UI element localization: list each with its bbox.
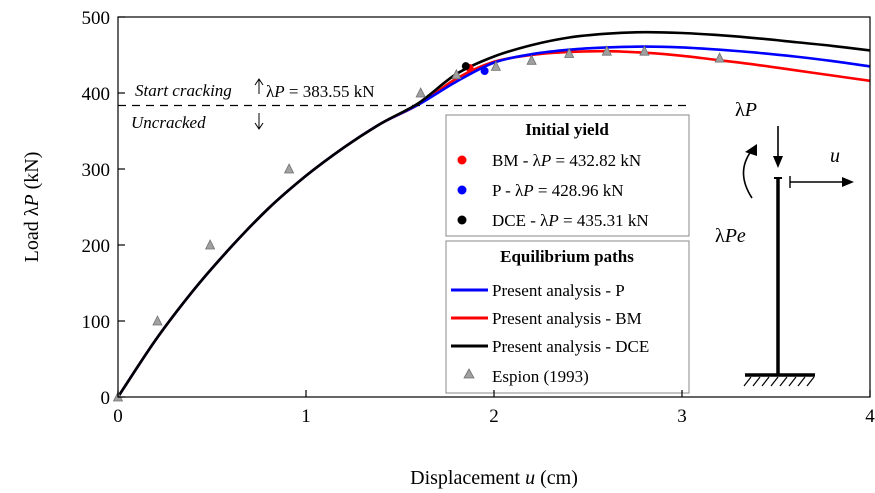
legend-yield-p-marker bbox=[457, 185, 467, 195]
legend-path-dce-label: Present analysis - DCE bbox=[492, 337, 649, 356]
experimental-point-4 bbox=[415, 87, 426, 98]
moment-arrow-icon bbox=[742, 149, 753, 199]
x-axis-title: Displacement u (cm) bbox=[410, 467, 578, 489]
legend-yield-dce-label: DCE - λP = 435.31 kN bbox=[492, 211, 649, 230]
experimental-point-3 bbox=[283, 163, 295, 174]
experimental-point-11 bbox=[714, 52, 725, 63]
y-tick-label-0: 0 bbox=[101, 388, 111, 409]
schematic-disp-label: u bbox=[830, 145, 840, 167]
legend-equilibrium-paths: Equilibrium paths Present analysis - P P… bbox=[445, 240, 690, 394]
y-tick-label-3: 300 bbox=[82, 160, 111, 181]
cracking-value-p: P bbox=[273, 82, 284, 101]
experimental-point-9 bbox=[601, 45, 612, 56]
legend-paths-title: Equilibrium paths bbox=[500, 247, 634, 266]
legend-path-bm-label: Present analysis - BM bbox=[492, 309, 642, 328]
experimental-point-6 bbox=[490, 60, 502, 71]
experimental-point-8 bbox=[564, 47, 575, 58]
yield-points-layer bbox=[461, 62, 489, 75]
hatching bbox=[743, 376, 815, 387]
y-tick-label-1: 100 bbox=[82, 312, 111, 333]
legend-yield-bm-marker bbox=[457, 155, 467, 165]
x-tick-label-2: 2 bbox=[489, 406, 499, 427]
down-arrow-icon bbox=[254, 113, 264, 130]
y-axis: 0 100 200 300 400 500 bbox=[82, 8, 125, 409]
series-line-2 bbox=[116, 30, 871, 398]
experimental-point-1 bbox=[152, 315, 163, 326]
yield-point-1 bbox=[480, 66, 489, 75]
column-schematic: λP λPe u bbox=[715, 99, 854, 387]
legend-initial-yield: Initial yield BM - λP = 432.82 kN P - λP… bbox=[445, 114, 690, 237]
legend-yield-title: Initial yield bbox=[525, 120, 609, 139]
x-tick-label-0: 0 bbox=[113, 406, 123, 427]
experimental-points-layer bbox=[112, 45, 725, 402]
x-tick-label-4: 4 bbox=[865, 406, 875, 427]
cracking-value-rest: = 383.55 kN bbox=[285, 82, 375, 101]
experimental-point-10 bbox=[639, 45, 650, 56]
legend-yield-bm-label: BM - λP = 432.82 kN bbox=[492, 151, 641, 170]
experimental-point-2 bbox=[204, 239, 216, 250]
schematic-moment-label: λPe bbox=[715, 225, 746, 247]
schematic-load-label: λP bbox=[735, 99, 757, 121]
y-tick-label-5: 500 bbox=[82, 8, 111, 29]
uncracked-label: Uncracked bbox=[131, 113, 206, 132]
x-tick-label-3: 3 bbox=[677, 406, 687, 427]
x-tick-label-1: 1 bbox=[301, 406, 311, 427]
series-layer bbox=[116, 30, 871, 398]
experimental-point-7 bbox=[526, 54, 537, 65]
legend-path-p-label: Present analysis - P bbox=[492, 281, 625, 300]
cracking-value-lambda: λ bbox=[266, 82, 275, 101]
y-tick-label-2: 200 bbox=[82, 236, 111, 257]
x-axis: 0 1 2 3 4 bbox=[113, 390, 875, 427]
disp-arrow-icon bbox=[789, 176, 854, 188]
cracking-value-label: λP = 383.55 kN bbox=[266, 82, 375, 101]
y-axis-title: Load λP (kN) bbox=[21, 152, 43, 263]
legend-yield-dce-marker bbox=[457, 215, 467, 225]
y-tick-label-4: 400 bbox=[82, 84, 111, 105]
legend-exp-marker bbox=[463, 368, 475, 379]
up-arrow-icon bbox=[254, 78, 264, 94]
legend-yield-p-label: P - λP = 428.96 kN bbox=[492, 181, 624, 200]
moment-arrowhead-icon bbox=[745, 144, 757, 156]
experimental-point-5 bbox=[451, 68, 462, 80]
start-cracking-label: Start cracking bbox=[135, 81, 232, 100]
legend-exp-label: Espion (1993) bbox=[492, 367, 589, 386]
load-arrow-icon bbox=[773, 126, 783, 168]
yield-point-2 bbox=[461, 62, 470, 71]
